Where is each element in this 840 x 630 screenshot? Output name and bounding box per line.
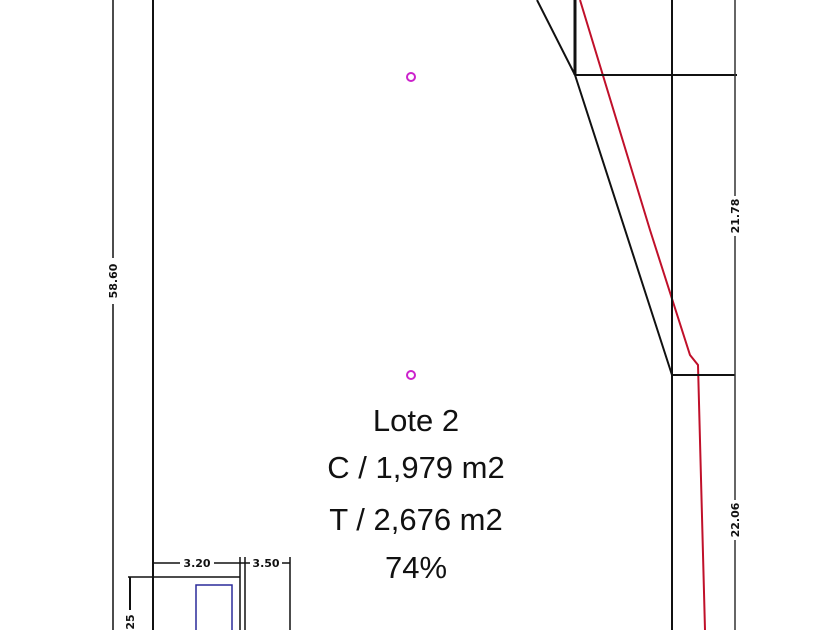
lot-name: Lote 2 [373,403,459,438]
point-marker [406,370,416,380]
lot-total-area: T / 2,676 m2 [329,502,502,537]
diagonal-boundary-line [536,0,673,376]
lot-ratio: 74% [385,550,447,585]
right-lower-dimension-label: 22.06 [729,502,742,537]
bottom-dimension-a-label: 3.20 [183,557,210,570]
red-boundary-line [579,0,706,630]
lot-built-area: C / 1,979 m2 [327,450,504,485]
bottom-left-dimension-label: 25 [124,614,137,629]
bottom-dimension-b-label: 3.50 [252,557,279,570]
point-marker [406,72,416,82]
left-dimension-label: 58.60 [107,263,120,298]
blue-rectangle [195,584,233,630]
right-upper-dimension-label: 21.78 [729,199,742,234]
